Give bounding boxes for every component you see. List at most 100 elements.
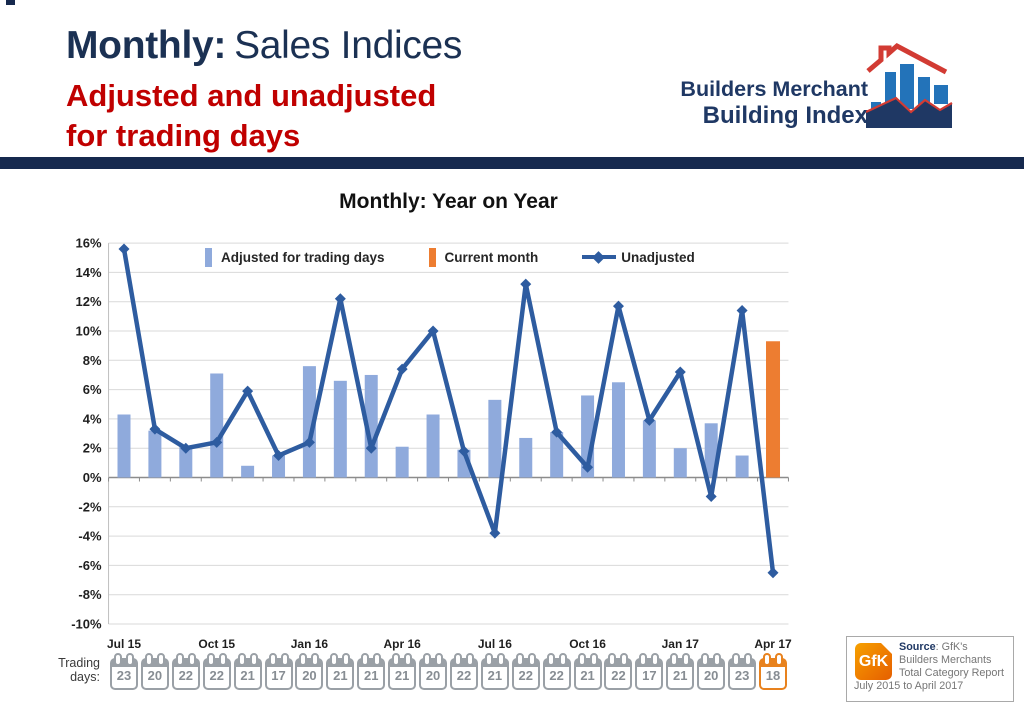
trading-days-calendar-icon: 22 [511, 653, 540, 690]
adjusted-bar [179, 446, 193, 478]
trading-days-calendar-icon: 22 [604, 653, 633, 690]
y-tick-label: 4% [83, 411, 102, 426]
x-tick-label: Apr 16 [383, 637, 421, 651]
adjusted-bar [735, 455, 749, 478]
unadjusted-line [118, 243, 779, 579]
unadjusted-point [303, 436, 315, 448]
unadjusted-point [458, 445, 470, 457]
axis-labels: -10% -8% -6% -4% -2% 0% 2% 4% 6% 8% 10% 12% 14% 16% Ju… [71, 236, 792, 651]
trading-days-calendar-icon: 21 [357, 653, 386, 690]
adjusted-bar [550, 432, 564, 478]
x-tick-label: Jul 16 [478, 637, 512, 651]
brand-line1: Builders Merchant [680, 77, 868, 101]
legend-line-sample-icon [582, 250, 617, 264]
adjusted-bar [395, 446, 409, 478]
logo-bar [918, 77, 930, 106]
logo-bar [934, 85, 948, 104]
corner-mark [6, 0, 15, 5]
trading-days-calendar-icon: 22 [542, 653, 571, 690]
trading-days-calendar-icon: 21 [233, 653, 262, 690]
adjusted-bar [210, 373, 224, 478]
legend-swatch-adjusted [205, 247, 212, 267]
y-tick-label: -4% [78, 529, 102, 544]
adjusted-bar [642, 420, 656, 478]
page-subtitle: Adjusted and unadjusted for trading days [66, 76, 436, 156]
legend-item-current: Current month [428, 247, 539, 267]
y-tick-label: 0% [83, 470, 102, 485]
trading-days-calendar-icon: 17 [264, 653, 293, 690]
unadjusted-point [582, 461, 594, 473]
chart-plot: -10% -8% -6% -4% -2% 0% 2% 4% 6% 8% 10% 12% 14% 16% Ju… [71, 236, 792, 651]
adjusted-bar [611, 382, 625, 478]
trading-days-calendar-icon: 17 [635, 653, 664, 690]
adjusted-bar [272, 455, 286, 478]
trading-days-row: 23 20 22 22 21 17 20 21 21 21 20 22 21 22 22 21 22 17 21 20… [0, 645, 1024, 700]
y-tick-label: 8% [83, 353, 102, 368]
chart-title: Monthly: Year on Year [339, 190, 558, 213]
source-text: Source: GfK's Builders Merchants Total C… [899, 641, 1009, 680]
legend-label-current: Current month [444, 249, 539, 265]
page-title: Monthly: Sales Indices [66, 22, 462, 70]
x-tick-label: Oct 15 [198, 637, 235, 651]
trading-days-calendar-icon: 23 [110, 653, 138, 690]
brand-wordmark: Builders Merchant Building Index [680, 76, 868, 130]
source-box: GfK Source: GfK's Builders Merchants Tot… [846, 636, 1014, 702]
trading-days-calendar-icon: 23 [728, 653, 757, 690]
legend-label-unadjusted: Unadjusted [621, 249, 695, 265]
unadjusted-point [705, 491, 717, 503]
x-tick-label: Jan 16 [291, 637, 329, 651]
legend-item-adjusted: Adjusted for trading days [205, 247, 385, 267]
trading-days-calendar-icon: 22 [202, 653, 231, 690]
y-tick-label: 10% [76, 324, 102, 339]
unadjusted-point [736, 304, 748, 316]
trading-days-label-line1: Trading [58, 656, 100, 670]
header-divider [0, 157, 1024, 169]
unadjusted-point [489, 527, 501, 539]
bars [117, 341, 781, 478]
trading-days-calendar-icon: 22 [171, 653, 200, 690]
unadjusted-point [396, 363, 408, 375]
y-tick-label: 14% [76, 265, 102, 280]
trading-days-calendar-icon: 21 [573, 653, 602, 690]
adjusted-bar [148, 430, 162, 478]
adjusted-bar [241, 465, 255, 478]
chart-legend: Adjusted for trading days Current month … [205, 243, 695, 271]
legend-label-adjusted: Adjusted for trading days [221, 249, 385, 265]
unadjusted-point [273, 450, 285, 462]
legend-item-unadjusted: Unadjusted [582, 250, 695, 265]
trading-days-calendar-icon: 21 [666, 653, 695, 690]
page-title-rest: Sales Indices [234, 24, 463, 67]
trading-days-calendar-icon: 18 [759, 653, 787, 690]
unadjusted-point [118, 243, 130, 255]
y-tick-label: 12% [76, 294, 102, 309]
brand-line2: Building Index [702, 102, 868, 129]
trading-days-label-line2: days: [70, 670, 100, 684]
trading-days-calendar-icon: 20 [295, 653, 324, 690]
unadjusted-point [612, 300, 624, 312]
x-tick-label: Jul 15 [107, 637, 141, 651]
trading-days-calendar-icon: 20 [697, 653, 726, 690]
unadjusted-point [643, 414, 655, 426]
adjusted-bar [426, 414, 440, 478]
unadjusted-point [211, 436, 223, 448]
adjusted-bar [117, 414, 131, 478]
adjusted-bar [519, 437, 533, 478]
source-line4: July 2015 to April 2017 [854, 680, 964, 692]
page-subtitle-line1: Adjusted and unadjusted [66, 78, 437, 113]
logo-skyline-outline [866, 96, 953, 114]
logo-bar [900, 64, 914, 109]
legend-swatch-current [428, 247, 436, 267]
adjusted-bar [673, 448, 687, 478]
y-tick-label: 6% [83, 382, 102, 397]
y-tick-label: -6% [78, 558, 102, 573]
unadjusted-point [180, 442, 192, 454]
trading-days-calendar-icon: 20 [140, 653, 169, 690]
unadjusted-point [242, 385, 254, 397]
gfk-logo: GfK [855, 643, 892, 680]
unadjusted-point [149, 423, 161, 435]
unadjusted-point [674, 366, 686, 378]
unadjusted-point [767, 567, 779, 579]
building-index-logo-icon [866, 42, 953, 128]
adjusted-bar [488, 399, 502, 478]
